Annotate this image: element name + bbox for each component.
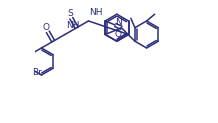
Text: NH: NH [89,8,103,17]
Text: N: N [115,18,122,27]
Text: NH: NH [66,21,79,30]
Text: O: O [42,23,49,31]
Text: O: O [114,30,121,39]
Text: S: S [67,9,73,18]
Text: Br: Br [32,69,42,77]
